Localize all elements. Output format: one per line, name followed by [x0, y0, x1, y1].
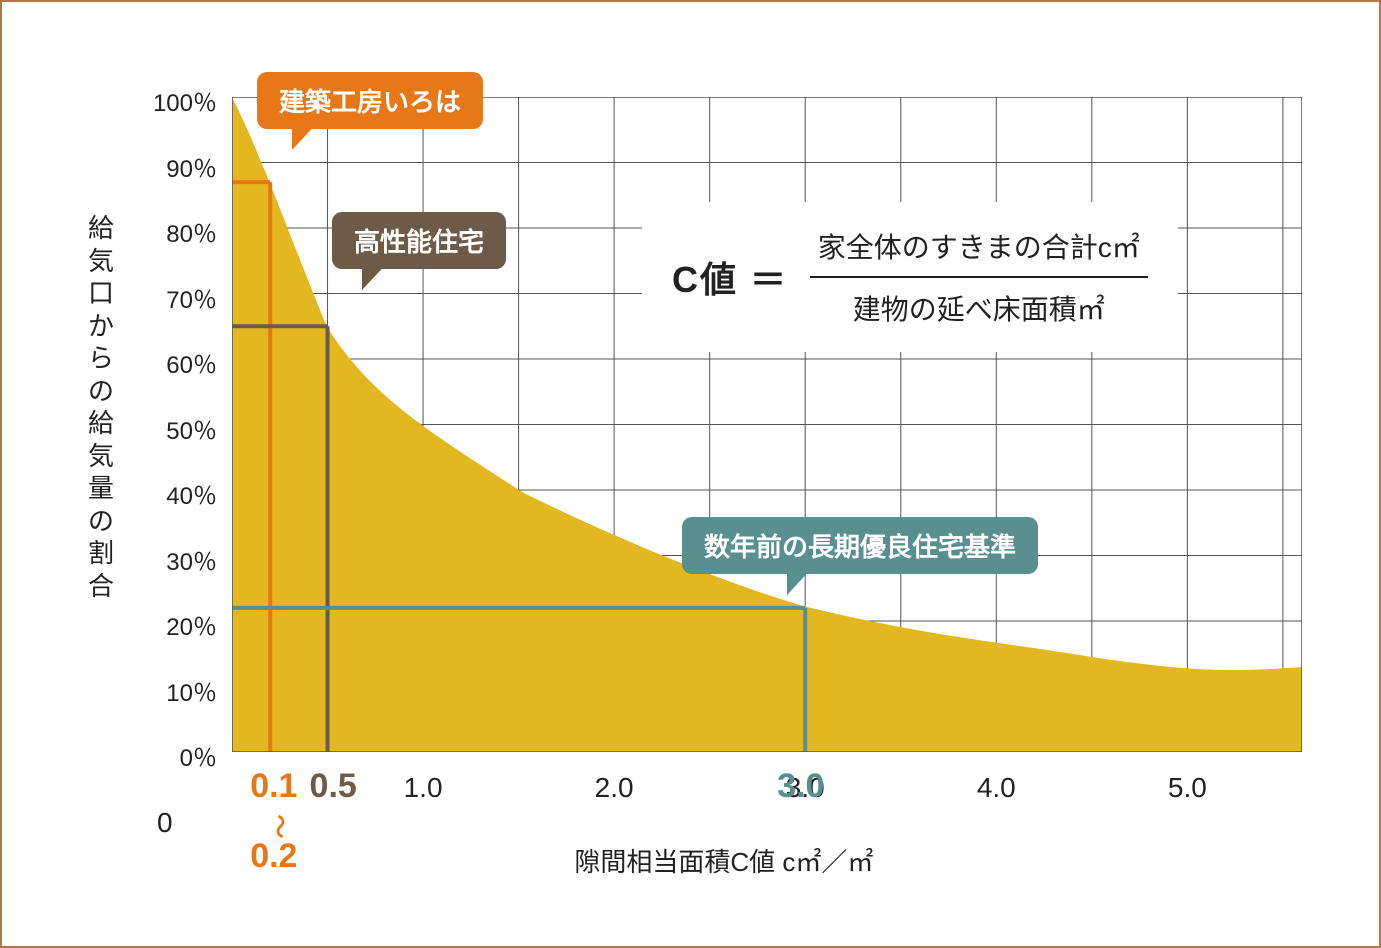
formula-fraction: 家全体のすきまの合計c㎡ 建物の延べ床面積㎡	[810, 226, 1148, 328]
x-tick-label: 4.0	[977, 772, 1016, 804]
y-tick-label: 20％	[127, 607, 217, 642]
x-origin-label: 0	[157, 807, 173, 839]
chart-frame: 給気口からの給気量の割合 0％ 10％ 20％ 30％ 40％ 50％ 60％ 70％ 80％ 9…	[0, 0, 1381, 948]
x-tick-label: 5.0	[1168, 772, 1207, 804]
callout-long-term-standard-tail	[787, 565, 815, 595]
callout-high-performance: 高性能住宅	[332, 212, 506, 269]
marker-orange-x-label-1: 0.1	[250, 767, 297, 806]
callout-long-term-standard: 数年前の長期優良住宅基準	[682, 517, 1038, 574]
y-tick-label: 40％	[127, 476, 217, 511]
y-tick-label: 50％	[127, 411, 217, 446]
x-tick-label: 2.0	[595, 772, 634, 804]
chart-plot	[232, 97, 1302, 752]
y-tick-label: 90％	[127, 149, 217, 184]
y-tick-label: 60％	[127, 345, 217, 380]
y-tick-label: 80％	[127, 214, 217, 249]
formula-box: C値 ＝ 家全体のすきまの合計c㎡ 建物の延べ床面積㎡	[642, 202, 1178, 352]
x-tick-label: 1.0	[404, 772, 443, 804]
callout-iroha-tail	[292, 120, 320, 150]
marker-orange-tilde: 〜	[265, 815, 300, 839]
y-tick-label: 100％	[127, 83, 217, 118]
marker-teal-x-label: 3.0	[777, 767, 824, 806]
callout-long-term-standard-label: 数年前の長期優良住宅基準	[704, 532, 1016, 562]
y-tick-label: 70％	[127, 280, 217, 315]
formula-label: C値 ＝	[672, 259, 788, 300]
callout-high-performance-tail	[362, 260, 390, 290]
callout-high-performance-label: 高性能住宅	[354, 227, 484, 257]
callout-iroha: 建築工房いろは	[257, 72, 483, 129]
formula-numerator: 家全体のすきまの合計c㎡	[810, 226, 1148, 278]
formula-denominator: 建物の延べ床面積㎡	[810, 278, 1148, 328]
y-tick-label: 10％	[127, 673, 217, 708]
y-tick-label: 0％	[127, 738, 217, 773]
marker-orange-x-label-2: 0.2	[250, 837, 297, 876]
x-axis-title: 隙間相当面積C値 c㎡／㎡	[574, 842, 873, 879]
y-tick-label: 30％	[127, 542, 217, 577]
y-axis-title: 給気口からの給気量の割合	[87, 212, 115, 602]
marker-brown-x-label: 0.5	[310, 767, 357, 806]
callout-iroha-label: 建築工房いろは	[279, 87, 461, 117]
